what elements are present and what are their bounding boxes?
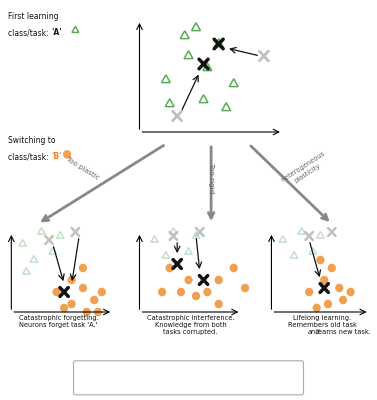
Text: Too plastic: Too plastic [65, 156, 101, 181]
Text: and: and [307, 329, 320, 335]
Text: 'B': 'B' [51, 152, 61, 161]
Circle shape [306, 288, 313, 296]
Circle shape [178, 288, 184, 296]
Text: 'A': 'A' [51, 28, 61, 37]
Text: learns new task.: learns new task. [314, 329, 371, 335]
Circle shape [215, 300, 222, 308]
Circle shape [242, 284, 248, 292]
Text: class/task:: class/task: [8, 152, 51, 161]
Circle shape [64, 151, 70, 158]
Text: class/task:: class/task: [8, 28, 51, 37]
Circle shape [80, 264, 86, 272]
Circle shape [98, 288, 105, 296]
Circle shape [80, 284, 86, 292]
Circle shape [185, 276, 192, 284]
Circle shape [83, 308, 90, 316]
Circle shape [53, 288, 60, 296]
Circle shape [230, 264, 237, 272]
Text: Lifelong learning.
Remembers old task: Lifelong learning. Remembers old task [288, 315, 357, 328]
Text: Catastrophic forgetting.
Neurons forget task 'A.': Catastrophic forgetting. Neurons forget … [18, 315, 98, 328]
Circle shape [313, 304, 320, 312]
Text: First learning: First learning [8, 12, 58, 21]
Text: Too rigid: Too rigid [208, 163, 214, 193]
Text: : Reference vector neurons: : Reference vector neurons [111, 375, 196, 380]
Circle shape [68, 276, 75, 284]
Circle shape [347, 288, 354, 296]
Circle shape [215, 276, 222, 284]
Circle shape [193, 292, 199, 300]
Circle shape [317, 256, 324, 264]
Text: Heterogeneous
plasticity: Heterogeneous plasticity [280, 151, 330, 189]
Circle shape [336, 284, 343, 292]
Circle shape [328, 264, 335, 272]
Circle shape [68, 300, 75, 308]
Circle shape [325, 300, 331, 308]
Circle shape [204, 288, 211, 296]
Circle shape [61, 304, 67, 312]
FancyBboxPatch shape [74, 361, 303, 395]
Text: Catastrophic interference.
Knowledge from both
tasks corrupted.: Catastrophic interference. Knowledge fro… [147, 315, 234, 335]
Text: Switching to: Switching to [8, 136, 55, 145]
Circle shape [321, 276, 328, 284]
Circle shape [159, 288, 166, 296]
Circle shape [340, 296, 346, 304]
Text: : Previous position: : Previous position [241, 375, 299, 380]
Circle shape [95, 308, 101, 316]
Circle shape [91, 296, 98, 304]
Circle shape [166, 264, 173, 272]
